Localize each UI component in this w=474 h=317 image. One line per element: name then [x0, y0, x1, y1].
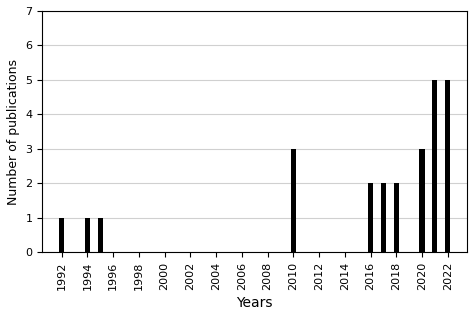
Bar [98, 218, 103, 252]
X-axis label: Years: Years [237, 296, 273, 310]
Bar [419, 149, 425, 252]
Y-axis label: Number of publications: Number of publications [7, 59, 20, 205]
Bar [59, 218, 64, 252]
Bar [291, 149, 296, 252]
Bar [368, 184, 373, 252]
Bar [381, 184, 386, 252]
Bar [445, 80, 450, 252]
Bar [85, 218, 90, 252]
Bar [432, 80, 438, 252]
Bar [394, 184, 399, 252]
